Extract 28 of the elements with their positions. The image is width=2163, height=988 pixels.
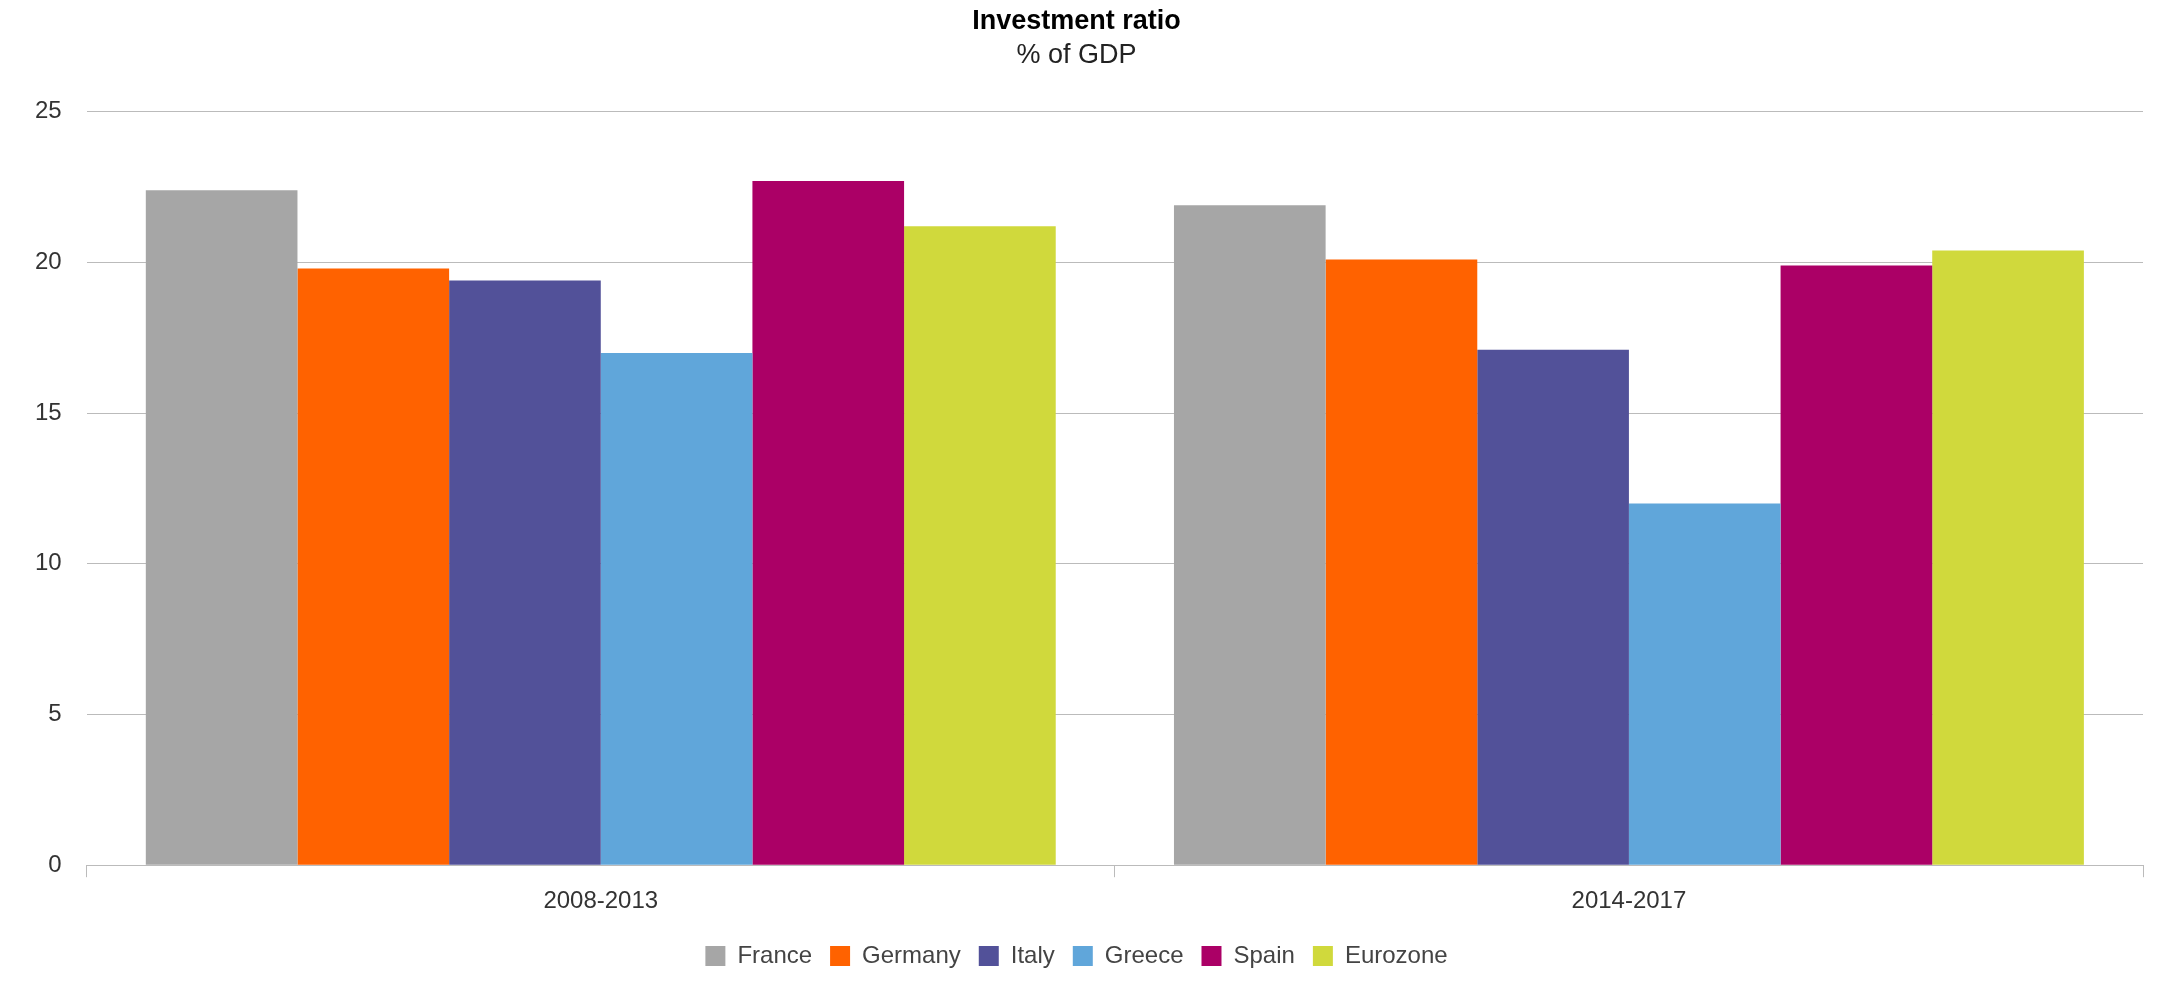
- legend-label: Germany: [862, 940, 961, 968]
- legend-label: Spain: [1233, 940, 1295, 968]
- legend-label: Italy: [1010, 940, 1055, 968]
- x-tick-label: 2008-2013: [543, 886, 659, 914]
- bar: [449, 280, 601, 865]
- chart-subtitle: % of GDP: [1016, 39, 1137, 70]
- bar: [1173, 205, 1326, 865]
- bar: [1628, 503, 1781, 865]
- legend-label: Eurozone: [1344, 940, 1448, 968]
- bar: [752, 181, 905, 865]
- bar: [904, 226, 1056, 865]
- bar: [1477, 349, 1629, 865]
- bar: [1325, 259, 1478, 865]
- bar: [297, 268, 450, 865]
- y-tick-label: 15: [34, 397, 62, 425]
- y-tick-label: 25: [34, 96, 62, 124]
- legend-label: Greece: [1104, 940, 1184, 968]
- chart-title: Investment ratio: [972, 4, 1181, 35]
- legend-label: France: [737, 940, 813, 968]
- bar: [145, 190, 298, 865]
- y-tick-label: 20: [34, 247, 62, 275]
- y-tick-label: 10: [34, 548, 62, 576]
- bar: [600, 352, 753, 865]
- bar: [1932, 250, 2084, 865]
- y-tick-label: 5: [48, 699, 62, 727]
- bar: [1780, 265, 1933, 865]
- x-tick-label: 2014-2017: [1571, 886, 1687, 914]
- y-tick-label: 0: [48, 849, 62, 877]
